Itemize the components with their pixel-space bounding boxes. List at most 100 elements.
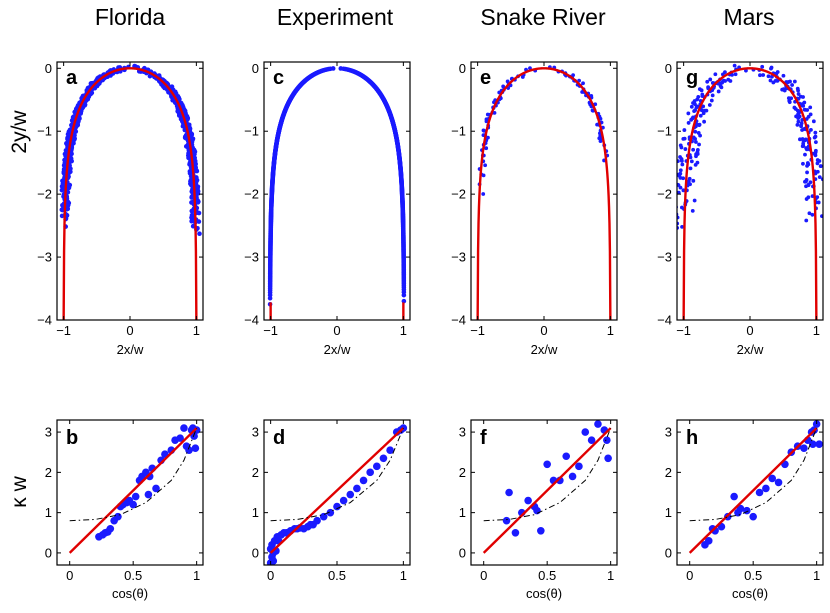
panel-e-point <box>481 192 486 196</box>
panel-b-xlabel: cos(θ) <box>112 586 148 601</box>
panel-f-point <box>575 462 583 471</box>
panel-a-xtick-label: 1 <box>193 323 200 338</box>
panel-g-point <box>792 105 797 110</box>
panel-g-point <box>732 63 737 68</box>
panel-g-xtick-label: 1 <box>813 323 820 338</box>
panel-g-point <box>699 88 704 93</box>
panel-e-xlabel: 2x/w <box>531 342 558 357</box>
panel-d-letter: d <box>273 427 285 449</box>
panel-f-point <box>562 452 571 461</box>
panel-g-point <box>717 81 722 86</box>
panel-g-point <box>728 79 733 83</box>
panel-f-xtick-label: 0 <box>480 568 487 583</box>
panel-c-ytick-label: −1 <box>244 124 259 139</box>
panel-g-point <box>804 218 809 223</box>
panel-g-point <box>813 130 818 135</box>
panel-e-theory-curve <box>476 67 612 320</box>
panel-g-point <box>695 104 699 109</box>
panel-d-ytick-label: 2 <box>252 465 259 480</box>
panel-f-xtick-label: 0.5 <box>538 568 556 583</box>
panel-g-point <box>806 114 811 119</box>
panel-g-point <box>707 103 712 107</box>
panel-e-ytick-label: −4 <box>451 313 466 328</box>
panel-h-xlabel: cos(θ) <box>732 586 768 601</box>
panel-g-point <box>803 152 807 157</box>
panel-f-frame <box>470 419 618 566</box>
panel-g-point <box>733 72 738 77</box>
panel-g-point <box>691 178 696 183</box>
panel-g-point <box>689 104 694 109</box>
panel-g-point <box>721 78 726 83</box>
panel-g-plot-area <box>677 63 823 320</box>
panel-g-theory-curve <box>682 67 818 320</box>
panel-g-point <box>792 79 797 84</box>
panel-g-point <box>677 173 682 178</box>
panel-b-frame <box>56 419 204 566</box>
panel-g-point <box>803 179 807 184</box>
panel-c-xtick-label: −1 <box>263 323 278 338</box>
panel-g-point <box>790 83 795 87</box>
panel-f-point <box>604 454 612 463</box>
panel-g-point <box>701 104 706 109</box>
panel-g-point <box>758 73 762 78</box>
panel-b-point <box>114 512 122 521</box>
panel-f-fit-line <box>482 427 612 554</box>
panel-g-point <box>679 145 684 150</box>
panel-g-xtick-label: 0 <box>746 323 753 338</box>
panel-b-ytick-label: 0 <box>45 545 52 560</box>
panel-g-point <box>730 72 734 77</box>
panel-g-point <box>804 147 809 152</box>
panel-a-letter: a <box>66 67 78 89</box>
column-title-florida: Florida <box>94 4 166 30</box>
panel-g-letter: g <box>686 67 698 89</box>
panel-h-plot-area <box>688 420 823 554</box>
panel-e-xtick-label: 0 <box>540 323 547 338</box>
panel-c-point <box>401 292 407 298</box>
panel-g-ytick-label: −3 <box>657 250 672 265</box>
panel-f-model-curve <box>483 427 612 522</box>
panel-g-point <box>813 134 818 139</box>
panel-b-model-curve <box>69 427 198 522</box>
panel-e-point <box>598 139 603 144</box>
panel-g-point <box>681 176 686 181</box>
panel-g-point <box>699 108 704 113</box>
panel-f-point <box>587 436 596 444</box>
panel-a-plot-area <box>59 63 202 320</box>
panel-g-point <box>761 73 766 77</box>
panel-a-theory-curve <box>62 67 198 320</box>
panel-g-point <box>713 72 718 77</box>
panel-a-ytick-label: −1 <box>37 124 52 139</box>
panel-g-point <box>801 161 805 166</box>
panel-b-ytick-label: 1 <box>45 505 52 520</box>
panel-f-point <box>511 528 520 537</box>
panel-d-point <box>366 468 374 477</box>
panel-a-point <box>196 210 202 216</box>
panel-d-point <box>386 446 394 455</box>
panel-b-point <box>176 434 184 442</box>
panel-b-plot-area <box>68 424 201 554</box>
panel-b-fit-line <box>68 427 198 554</box>
panel-h-point <box>774 478 783 487</box>
panel-h-point <box>800 444 808 452</box>
panel-g-point <box>806 183 811 188</box>
column-title-experiment: Experiment <box>276 4 394 30</box>
panel-g-point <box>688 155 693 160</box>
panel-g-point <box>781 73 786 78</box>
panel-c-xtick-label: 1 <box>400 323 407 338</box>
panel-g-point <box>807 211 812 216</box>
panel-g-point <box>766 74 771 79</box>
panel-g-point <box>817 175 822 179</box>
panel-d-ytick-label: 3 <box>252 425 259 440</box>
panel-g-point <box>708 77 713 82</box>
panel-g-point <box>700 92 705 97</box>
panel-f-letter: f <box>480 427 487 449</box>
panel-g-point <box>694 140 698 144</box>
panel-g-point <box>787 100 792 105</box>
panel-g-point <box>705 79 710 84</box>
panel-b-letter: b <box>66 427 78 449</box>
panel-e-ytick-label: 0 <box>459 61 466 76</box>
panel-g-point <box>696 95 701 99</box>
panel-g-point <box>768 78 773 83</box>
panel-g-point <box>798 137 802 142</box>
panel-h-xtick-label: 0 <box>686 568 693 583</box>
